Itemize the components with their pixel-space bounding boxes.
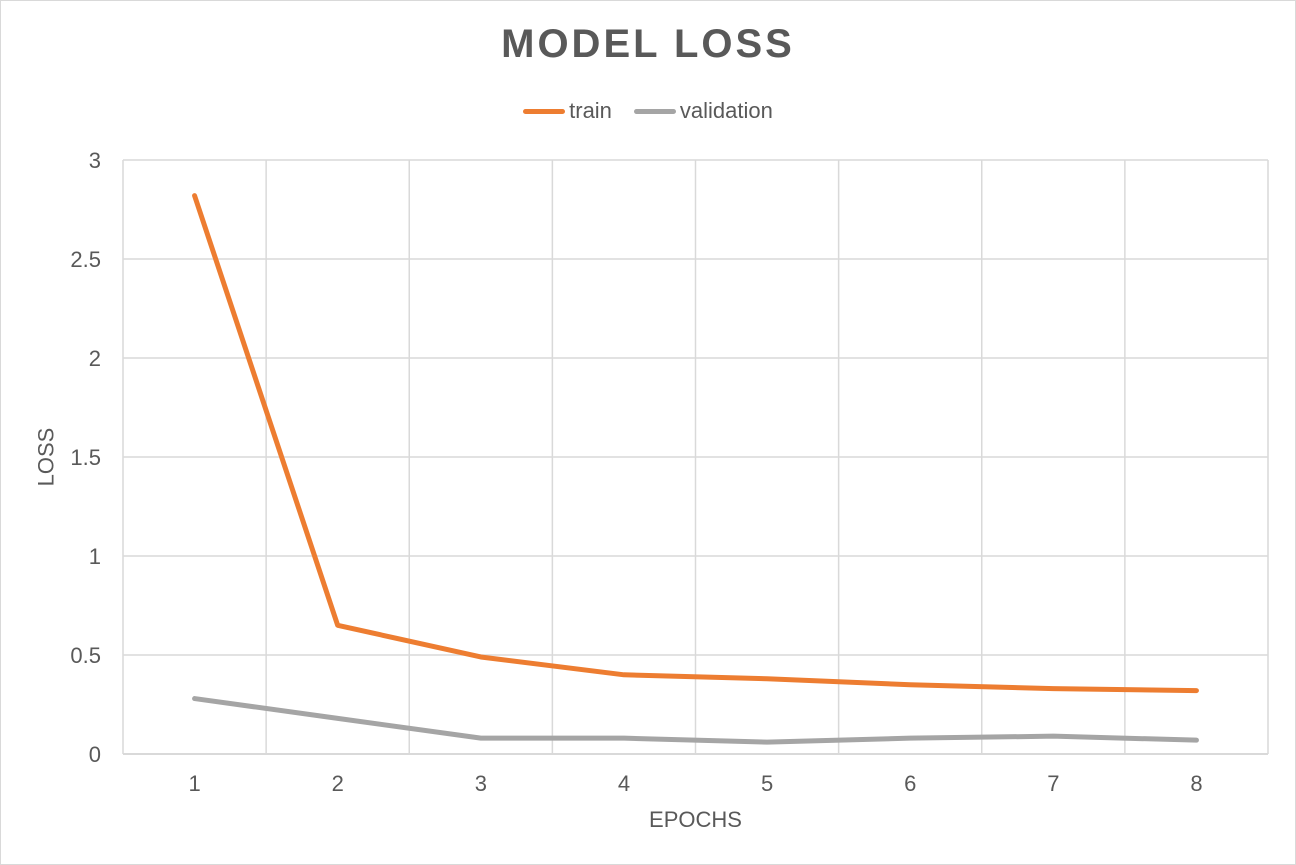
legend-item-train: train [523,98,612,124]
y-tick-label: 0.5 [70,643,101,668]
legend: train validation [0,98,1296,124]
gridlines [122,159,1269,755]
legend-swatch-validation [633,108,676,114]
legend-label-train: train [569,98,612,123]
x-tick-label: 1 [188,771,200,796]
y-tick-label: 1 [89,544,101,569]
y-tick-label: 3 [89,148,101,173]
y-tick-label: 1.5 [70,445,101,470]
series-line-validation [192,696,1199,745]
legend-item-validation: validation [633,98,773,124]
chart-title: MODEL LOSS [501,22,795,66]
legend-label-validation: validation [679,98,773,123]
legend-swatch-train [523,108,566,114]
x-axis-title: EPOCHS [649,807,742,832]
x-tick-label: 5 [761,771,773,796]
y-axis-title: LOSS [34,428,59,487]
x-tick-label: 3 [475,771,487,796]
tick-labels: 0 0.5 1 1.5 2 2.5 3 1 2 3 4 5 6 7 8 [70,148,1202,796]
x-tick-label: 7 [1047,771,1059,796]
series-line-train [192,193,1199,694]
y-tick-label: 0 [89,742,101,767]
series-lines [192,193,1199,745]
x-tick-label: 8 [1190,771,1202,796]
x-tick-label: 6 [904,771,916,796]
x-tick-label: 2 [332,771,344,796]
y-tick-label: 2 [89,346,101,371]
x-tick-label: 4 [618,771,630,796]
y-tick-label: 2.5 [70,247,101,272]
